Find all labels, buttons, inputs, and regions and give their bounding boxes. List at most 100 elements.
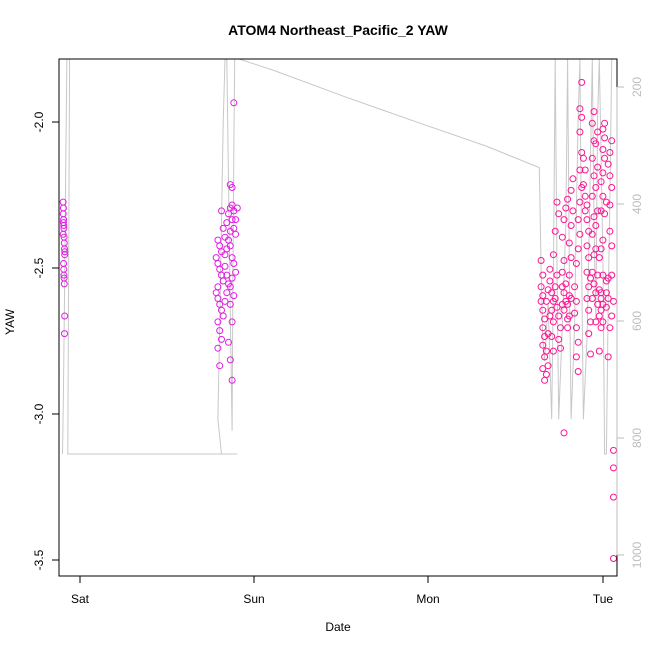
data-point [537, 283, 545, 291]
data-point [587, 318, 594, 326]
data-point [548, 306, 556, 314]
data-point [557, 324, 564, 332]
data-point [583, 216, 591, 224]
data-point [558, 268, 566, 276]
data-point [608, 312, 616, 320]
data-point [592, 184, 600, 191]
data-point [608, 271, 616, 279]
data-point [60, 239, 68, 247]
data-point [588, 295, 596, 302]
data-point [576, 105, 584, 113]
data-point [541, 315, 549, 323]
data-point [557, 344, 564, 352]
right-tick-label: 200 [630, 77, 644, 97]
data-point [579, 181, 587, 189]
right-tick-label: 800 [630, 428, 644, 448]
data-point [610, 464, 617, 472]
data-point [560, 306, 568, 314]
data-point [549, 318, 557, 326]
data-point [599, 271, 607, 279]
data-point [602, 277, 610, 285]
data-point [585, 330, 593, 338]
data-point [569, 207, 577, 215]
data-point [560, 257, 568, 264]
data-point [599, 192, 607, 200]
data-point [571, 283, 579, 291]
data-point [218, 306, 225, 314]
y-axis: -3.5 -3.0 -2.5 -2.0 [32, 111, 60, 570]
data-point [555, 335, 563, 343]
right-tick-label: 400 [630, 194, 644, 214]
data-point [597, 178, 605, 186]
data-point [597, 324, 605, 332]
data-point [228, 274, 236, 282]
data-point [588, 192, 596, 200]
x-tick-label: Sun [243, 592, 264, 606]
data-point [549, 251, 557, 259]
data-point [223, 271, 231, 279]
data-point [601, 119, 609, 127]
data-point [564, 195, 572, 203]
data-point [548, 289, 556, 297]
data-point [583, 295, 591, 302]
data-point [539, 341, 547, 349]
x-axis: Sat Sun Mon Tue [71, 575, 613, 606]
line-series [62, 58, 617, 455]
data-point [583, 268, 591, 276]
data-point [608, 184, 616, 191]
data-point [226, 283, 234, 291]
data-point [551, 227, 559, 235]
data-point [223, 289, 231, 297]
data-point [597, 245, 605, 253]
data-point [232, 268, 240, 276]
data-point [551, 283, 559, 291]
data-point [599, 146, 607, 153]
data-point [592, 140, 600, 148]
data-point [225, 338, 232, 346]
data-point [212, 289, 220, 297]
data-point [558, 233, 566, 241]
data-point [606, 172, 614, 180]
data-point [539, 324, 547, 332]
data-point [583, 201, 591, 209]
data-point [587, 350, 594, 358]
data-point [230, 292, 238, 300]
y-axis-label: YAW [3, 308, 17, 335]
data-point [571, 309, 579, 317]
data-point [560, 216, 568, 224]
data-point [223, 245, 231, 253]
data-point [567, 254, 575, 262]
data-point [562, 297, 570, 305]
data-point [60, 280, 68, 288]
data-point [590, 213, 598, 221]
data-point [546, 277, 554, 285]
data-point [565, 292, 573, 300]
data-point [226, 356, 234, 364]
data-point [214, 260, 222, 267]
data-point [599, 318, 607, 326]
data-point [574, 245, 582, 253]
data-point [553, 198, 561, 206]
data-point [548, 333, 556, 340]
data-point [604, 295, 612, 302]
data-point [542, 347, 550, 355]
data-point [572, 353, 580, 361]
data-point [594, 300, 602, 308]
data-point [567, 186, 575, 194]
data-point [581, 207, 589, 215]
data-point [574, 368, 582, 375]
data-point [576, 128, 584, 136]
data-point [565, 239, 573, 247]
data-point [601, 210, 609, 218]
data-point [558, 283, 566, 291]
data-point [560, 429, 568, 437]
y-tick-label: -2.0 [32, 111, 46, 132]
data-point [555, 210, 563, 218]
data-point [60, 260, 68, 267]
data-point [228, 184, 236, 191]
data-point [585, 283, 593, 291]
data-point [541, 376, 549, 384]
data-point [551, 295, 559, 302]
data-point [594, 271, 602, 279]
